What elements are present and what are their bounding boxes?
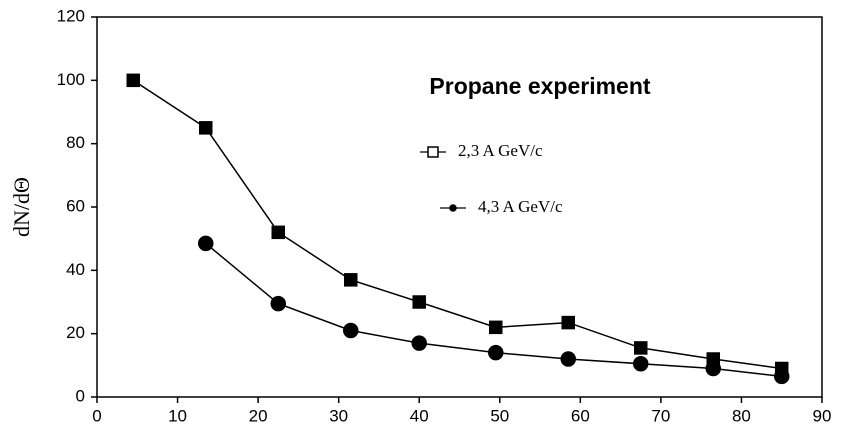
- y-tick-label: 120: [57, 6, 85, 25]
- data-point: [488, 344, 504, 361]
- y-tick-label: 0: [76, 386, 85, 405]
- y-tick-label: 100: [57, 70, 85, 89]
- legend-label: 2,3 A GeV/c: [458, 141, 543, 160]
- chart-title: Propane experiment: [429, 73, 650, 99]
- x-tick-label: 70: [651, 406, 670, 425]
- x-tick-label: 0: [92, 406, 101, 425]
- data-point: [412, 295, 426, 309]
- legend-label: 4,3 A GeV/c: [478, 197, 563, 216]
- data-point: [489, 320, 503, 335]
- data-point: [560, 351, 576, 367]
- x-tick-label: 10: [168, 406, 187, 425]
- y-axis-label: dN/dΘ: [9, 177, 34, 237]
- x-tick-label: 20: [249, 406, 268, 425]
- legend-marker: [449, 204, 457, 212]
- y-tick-label: 20: [66, 323, 85, 342]
- x-tick-label: 60: [571, 406, 590, 425]
- data-point: [126, 73, 140, 88]
- data-point: [411, 335, 427, 351]
- data-point: [344, 273, 358, 287]
- data-point: [561, 315, 575, 330]
- data-point: [198, 235, 214, 252]
- data-point: [343, 322, 359, 339]
- data-point: [633, 356, 649, 372]
- data-point: [270, 295, 286, 312]
- x-tick-label: 40: [410, 406, 429, 425]
- data-point: [773, 368, 790, 385]
- x-tick-label: 90: [813, 406, 832, 425]
- data-point: [705, 360, 721, 377]
- x-tick-label: 50: [490, 406, 509, 425]
- series-line: [132, 79, 782, 370]
- data-point: [634, 341, 648, 355]
- data-point: [199, 121, 213, 135]
- y-tick-label: 40: [66, 260, 85, 279]
- y-tick-label: 80: [66, 133, 85, 152]
- x-tick-label: 30: [329, 406, 348, 425]
- data-point: [271, 225, 285, 240]
- x-tick-label: 80: [732, 406, 751, 425]
- legend-marker: [427, 146, 439, 158]
- y-tick-label: 60: [66, 196, 85, 215]
